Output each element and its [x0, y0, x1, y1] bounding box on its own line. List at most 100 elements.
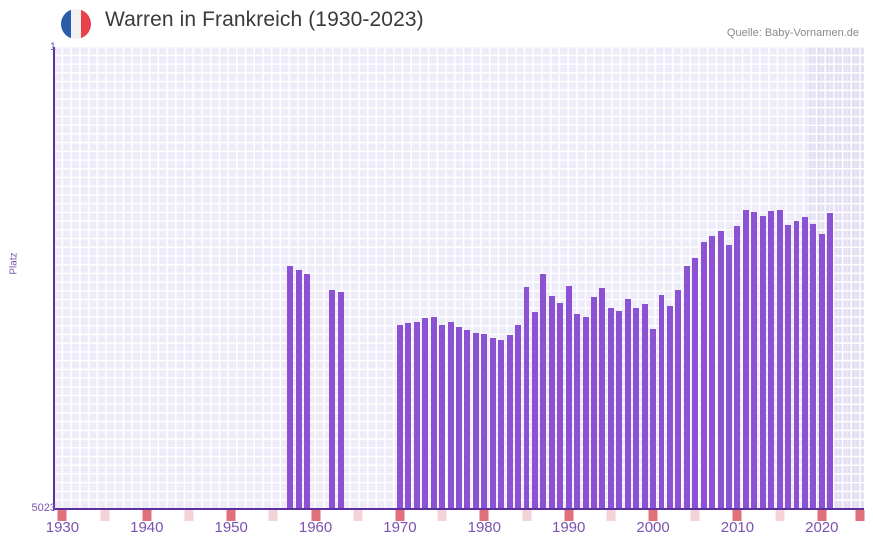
bar	[447, 322, 454, 509]
bar	[633, 308, 640, 509]
bar	[692, 257, 699, 509]
x-axis-marker-1970	[395, 510, 405, 521]
x-axis-marker-1930	[57, 510, 67, 521]
bar	[489, 337, 496, 509]
bar	[295, 269, 302, 509]
x-axis-minor-marker-1945	[184, 510, 194, 521]
bar	[498, 340, 505, 509]
bar	[818, 234, 825, 509]
bar	[776, 209, 783, 509]
bar	[683, 265, 690, 509]
bar	[405, 322, 412, 509]
y-axis-line	[53, 47, 55, 510]
y-axis-top-label: 1	[49, 41, 56, 53]
x-axis-marker-end	[855, 510, 865, 521]
x-axis-minor-marker-1985	[522, 510, 531, 521]
france-flag-icon	[61, 9, 91, 39]
bar	[666, 305, 673, 509]
bar	[439, 324, 446, 509]
page-title: Warren in Frankreich (1930-2023)	[105, 8, 424, 31]
bar	[751, 211, 758, 509]
bar	[582, 317, 589, 509]
y-axis-bottom-label: 5023	[31, 502, 56, 514]
bar	[557, 303, 564, 509]
bar	[565, 286, 572, 509]
bar	[768, 210, 775, 509]
bar	[329, 290, 336, 509]
bar	[717, 230, 724, 509]
bar	[304, 273, 311, 509]
x-axis-marker-1980	[479, 510, 489, 521]
bar	[810, 224, 817, 509]
bar	[801, 217, 808, 509]
bar	[734, 225, 741, 509]
x-axis-tick-2020: 2020	[805, 519, 839, 536]
x-axis-minor-marker-1955	[268, 510, 278, 521]
bar	[785, 224, 792, 509]
bar	[658, 295, 665, 509]
bar	[548, 296, 555, 509]
plot-area	[54, 47, 864, 509]
bar	[481, 334, 488, 509]
y-axis-title: Platz	[8, 252, 20, 275]
bar	[515, 325, 522, 509]
bar	[456, 327, 462, 509]
bar	[700, 242, 707, 509]
x-axis-tick-2010: 2010	[720, 519, 755, 536]
bar	[337, 291, 344, 509]
bar	[709, 236, 716, 509]
x-axis-tick-1990: 1990	[552, 519, 586, 536]
bar	[827, 212, 834, 509]
x-axis-minor-marker-2005	[690, 510, 700, 521]
x-axis-marker-2000	[648, 510, 658, 521]
x-axis-tick-2000: 2000	[636, 519, 670, 536]
x-axis-tick-1970: 1970	[383, 519, 417, 536]
bar	[759, 215, 766, 509]
bar	[523, 287, 530, 509]
x-axis-marker-2010	[732, 510, 742, 521]
x-axis-minor-marker-1995	[606, 510, 616, 521]
x-axis-marker-1940	[142, 510, 152, 521]
no-data-region-grid	[808, 47, 864, 509]
bar-series	[54, 47, 864, 509]
x-axis-tick-1930: 1930	[45, 519, 80, 536]
x-axis-tick-1960: 1960	[298, 519, 333, 536]
bar	[641, 304, 648, 509]
x-axis-tick-1940: 1940	[130, 519, 164, 536]
x-axis-tick-1980: 1980	[467, 519, 501, 536]
chart-header: Warren in Frankreich (1930-2023) Quelle:…	[0, 0, 873, 44]
x-axis-marker-1950	[226, 510, 236, 521]
bar	[540, 273, 547, 509]
bar	[464, 330, 471, 509]
bar	[624, 299, 631, 509]
bar	[607, 307, 614, 509]
bar	[413, 321, 420, 509]
bar	[472, 332, 479, 509]
bar	[531, 311, 538, 509]
x-axis-minor-marker-1965	[353, 510, 363, 521]
bar	[422, 318, 429, 509]
bar	[650, 328, 657, 509]
source-attribution: Quelle: Baby-Vornamen.de	[726, 27, 859, 39]
x-axis-marker-1960	[311, 510, 321, 521]
bar	[616, 310, 623, 509]
bar	[430, 317, 437, 509]
bar	[726, 245, 732, 509]
x-axis-line	[53, 508, 864, 510]
bar	[396, 324, 403, 509]
bar	[574, 313, 581, 509]
bar	[599, 288, 606, 509]
bar	[742, 210, 749, 509]
bar	[287, 265, 294, 509]
x-axis-minor-marker-2015	[775, 510, 785, 521]
x-axis-minor-marker-1975	[437, 510, 447, 521]
bar	[591, 296, 597, 509]
x-axis-marker-1990	[564, 510, 574, 521]
bar	[793, 220, 800, 509]
bar	[506, 335, 513, 509]
bar	[675, 289, 682, 509]
x-axis-tick-1950: 1950	[214, 519, 248, 536]
x-axis-marker-2020	[817, 510, 827, 521]
x-axis-minor-marker-1935	[100, 510, 110, 521]
